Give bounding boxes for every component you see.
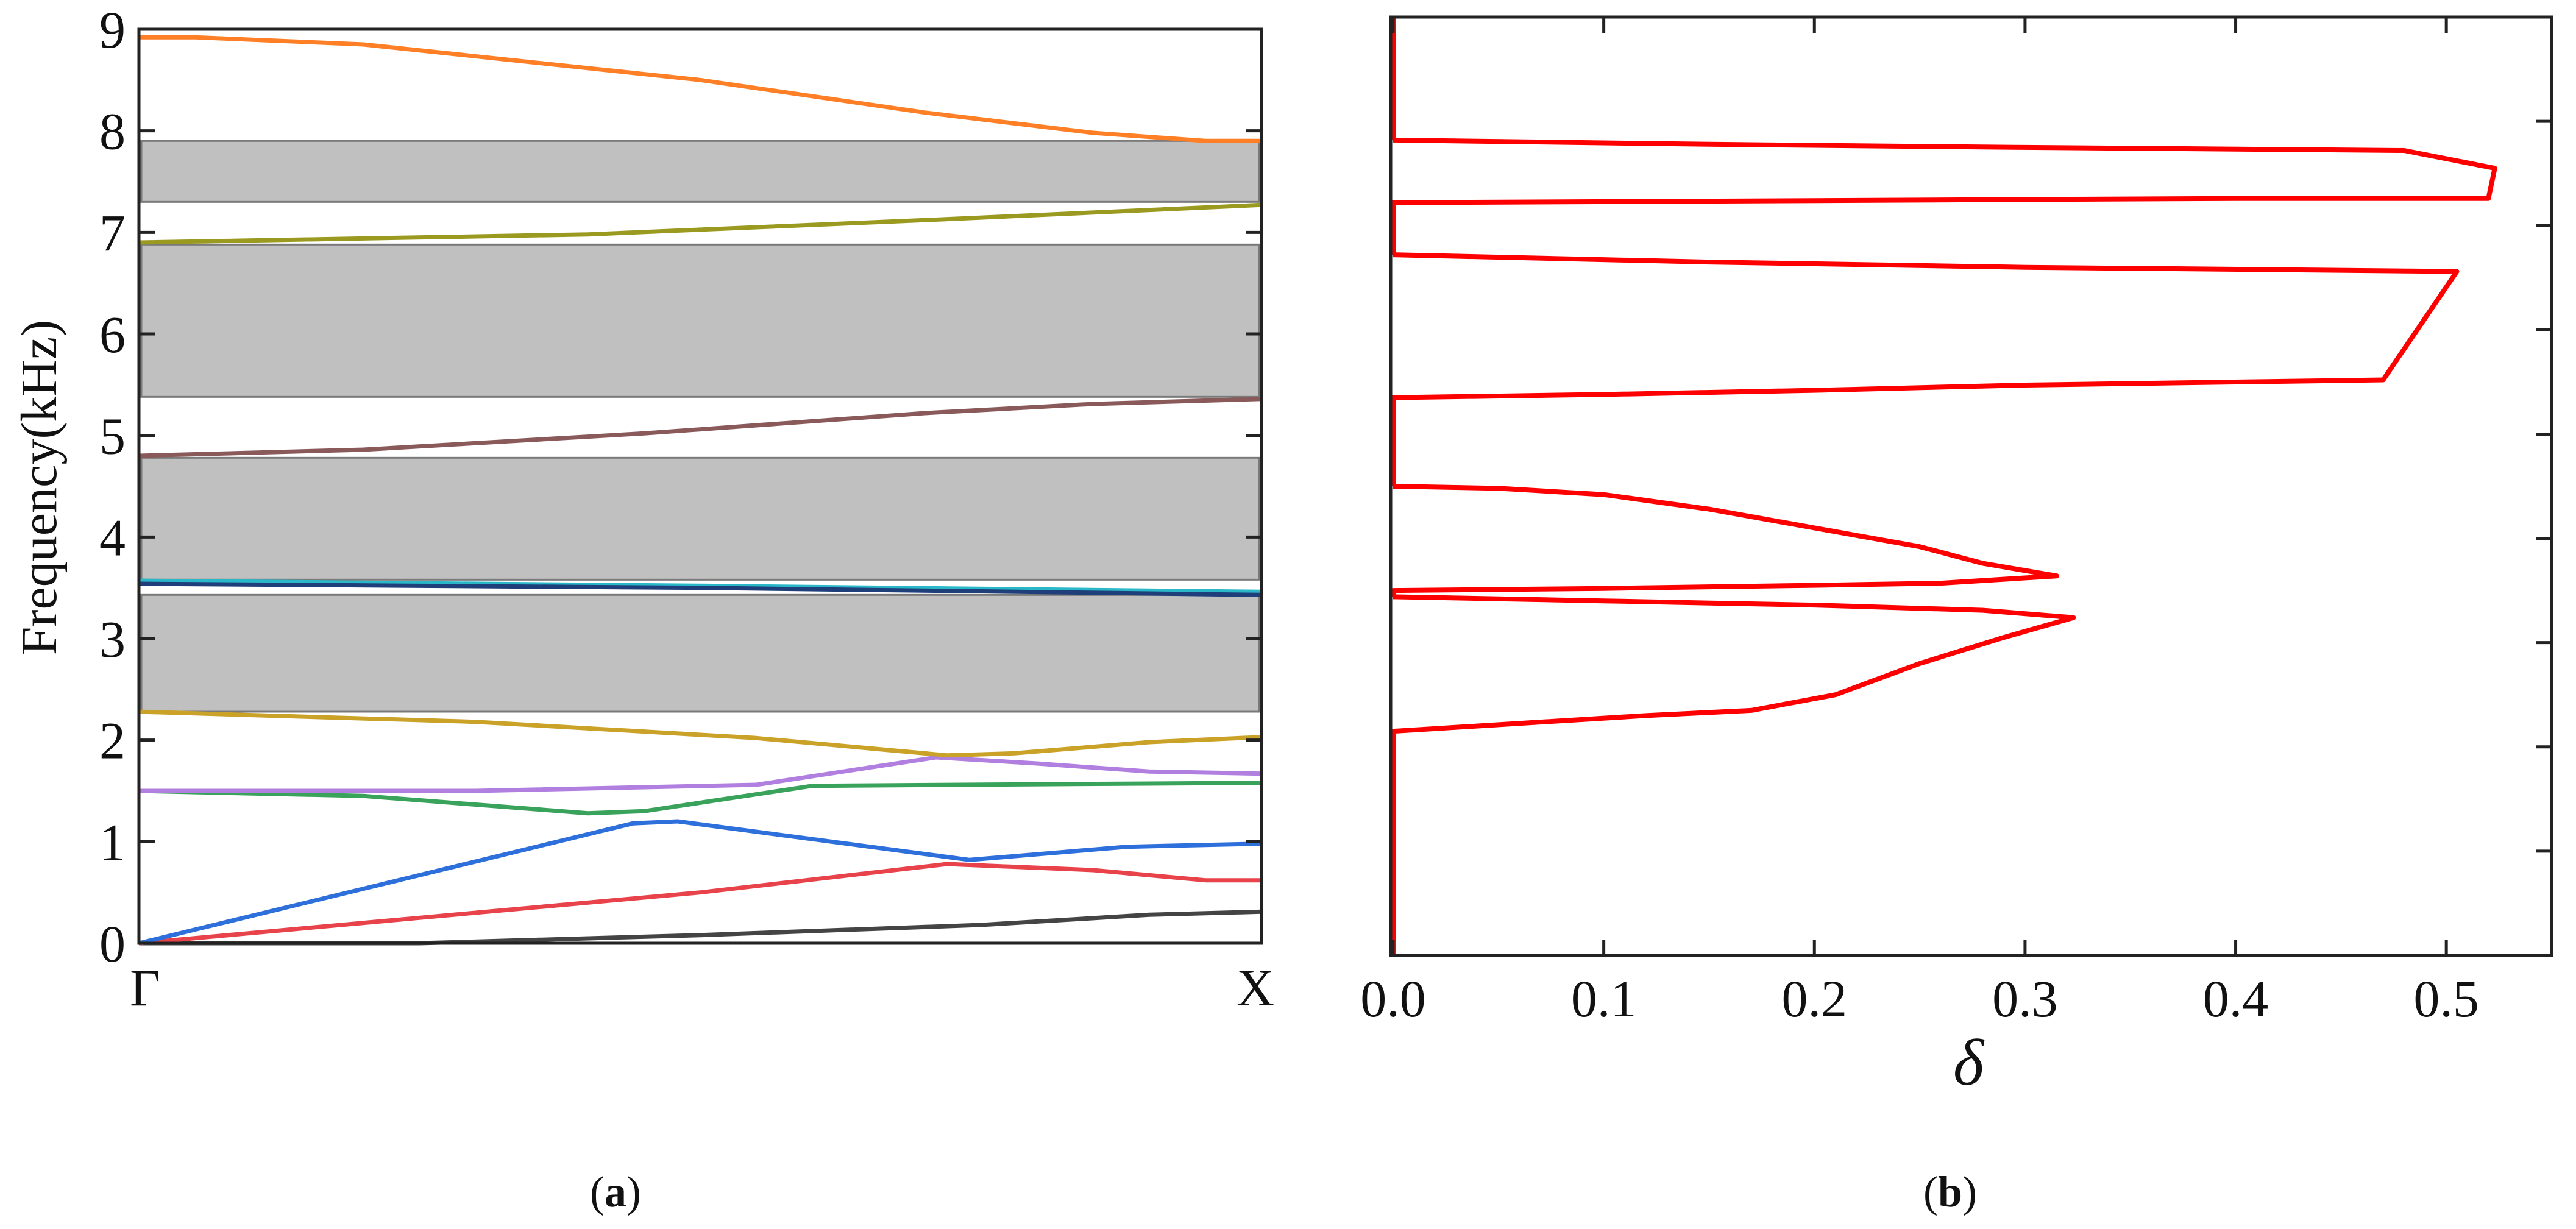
x-tick-label: 0.2	[1782, 969, 1848, 1028]
curve-band-4	[138, 781, 1262, 816]
dispersion-curves	[138, 35, 1262, 946]
delta-curve	[1391, 17, 2497, 955]
y-tick-label: 2	[99, 712, 126, 770]
caption-a-close: )	[626, 1167, 641, 1216]
curve-band-9	[138, 397, 1262, 458]
x-tick-label: 0.3	[1992, 969, 2058, 1028]
x-tick-label: 0.0	[1360, 969, 1426, 1028]
caption-b-letter: b	[1938, 1167, 1962, 1216]
y-axis-label: Frequency(kHz)	[11, 320, 68, 655]
x-tick-label-x: X	[1237, 958, 1274, 1017]
delta-lobe-2	[1391, 484, 2059, 597]
x-tick-label: 0.5	[2413, 969, 2479, 1028]
y-tick-label: 8	[99, 102, 126, 161]
caption-a: (a)	[590, 1167, 641, 1216]
curve-band-10	[138, 202, 1262, 245]
delta-lobe-3	[1391, 252, 2460, 486]
y-ticks-a: 0 1 2 3 4 5 6 7 8 9	[99, 1, 1261, 973]
x-tick-label: 0.1	[1571, 969, 1637, 1028]
x-ticks-b: 0.0 0.1 0.2 0.3 0.4 0.5	[1360, 17, 2479, 1028]
band-gap-4	[140, 140, 1260, 203]
y-tick-label: 1	[99, 813, 126, 871]
y-tick-label: 6	[99, 305, 126, 364]
delta-lobe-1	[1391, 594, 2076, 955]
caption-b-close: )	[1962, 1167, 1977, 1216]
x-tick-label: 0.4	[2203, 969, 2269, 1028]
plot-frame-b	[1389, 15, 2553, 957]
band-gap-2	[140, 456, 1260, 581]
curve-band-6	[138, 709, 1262, 758]
band-gap-1	[140, 593, 1260, 713]
caption-b-open: (	[1923, 1167, 1938, 1216]
curve-band-2	[138, 862, 1261, 946]
x-tick-label-gamma: Γ	[130, 958, 160, 1017]
y-tick-label: 7	[99, 204, 126, 262]
plot-frame-a	[137, 27, 1263, 945]
y-tick-label: 9	[99, 1, 126, 59]
curve-band-5	[139, 755, 1262, 793]
curve-band-11	[139, 35, 1261, 143]
y-tick-label: 4	[99, 508, 126, 567]
caption-a-letter: a	[605, 1167, 626, 1216]
band-gaps	[140, 140, 1260, 713]
panel-b-delta: 0.0 0.1 0.2 0.3 0.4 0.5 δ (b)	[1360, 15, 2553, 1216]
y-ticks-b	[2536, 15, 2552, 957]
band-gap-3	[140, 243, 1260, 398]
curve-band-3	[138, 819, 1262, 946]
caption-a-open: (	[590, 1167, 605, 1216]
x-axis-label-delta: δ	[1953, 1027, 1985, 1099]
y-tick-label: 0	[99, 915, 126, 973]
caption-b: (b)	[1923, 1167, 1977, 1216]
delta-lobe-4	[1391, 137, 2497, 255]
y-tick-label: 5	[99, 407, 126, 466]
curve-band-8	[138, 581, 1262, 597]
y-tick-label: 3	[99, 610, 126, 668]
